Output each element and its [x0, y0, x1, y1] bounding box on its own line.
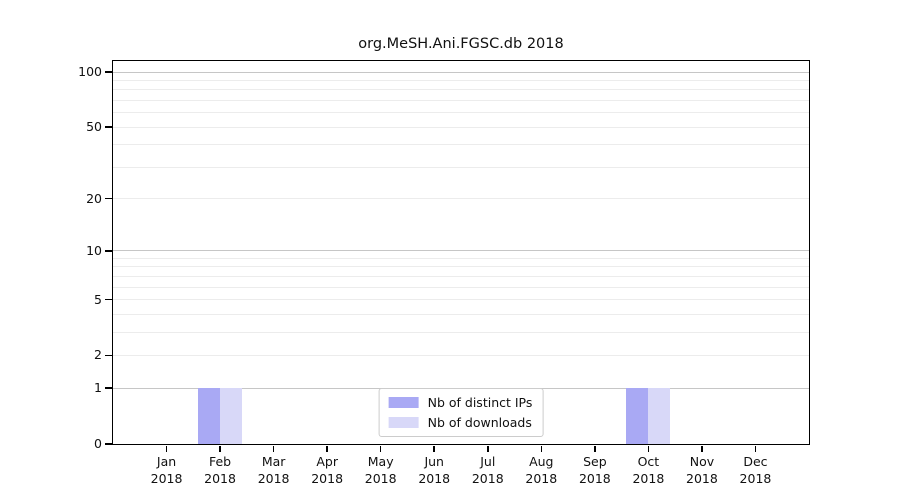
- x-axis-label: Aug 2018: [509, 454, 573, 487]
- minor-gridline: [113, 313, 809, 315]
- year-label: 2018: [632, 470, 665, 486]
- legend-swatch: [388, 417, 419, 428]
- year-label: 2018: [257, 470, 290, 486]
- year-label: 2018: [311, 470, 344, 486]
- year-label: 2018: [739, 470, 772, 486]
- x-axis-tick: [165, 445, 168, 452]
- y-axis-tick: [105, 387, 112, 389]
- month-label: Jul: [480, 454, 496, 469]
- month-label: Feb: [208, 454, 232, 469]
- x-axis-label: Jun 2018: [402, 454, 466, 487]
- x-axis-tick: [540, 445, 543, 452]
- year-label: 2018: [525, 470, 558, 486]
- y-axis-label: 0: [94, 436, 102, 451]
- minor-gridline: [113, 126, 809, 128]
- y-axis-tick: [105, 443, 112, 445]
- x-axis-tick: [754, 445, 757, 452]
- minor-gridline: [113, 99, 809, 101]
- y-axis-label: 20: [86, 190, 102, 206]
- minor-gridline: [113, 299, 809, 301]
- x-axis-label: Apr 2018: [295, 454, 359, 487]
- month-label: Mar: [261, 454, 286, 469]
- y-axis-tick: [105, 71, 112, 73]
- month-label: Jan: [156, 454, 177, 469]
- year-label: 2018: [686, 470, 718, 486]
- major-gridline: [113, 71, 809, 73]
- year-label: 2018: [204, 470, 236, 486]
- chart-legend: Nb of distinct IPs Nb of downloads: [378, 388, 544, 437]
- year-label: 2018: [471, 470, 504, 486]
- bar-downloads: [220, 388, 243, 444]
- x-axis-tick: [647, 445, 650, 452]
- year-label: 2018: [418, 470, 451, 486]
- x-axis-tick: [272, 445, 275, 452]
- x-axis-label: Jan 2018: [135, 454, 199, 487]
- year-label: 2018: [150, 470, 183, 486]
- minor-gridline: [113, 79, 809, 81]
- y-axis-tick: [105, 298, 112, 301]
- legend-swatch: [388, 397, 419, 408]
- x-axis-tick: [219, 445, 221, 452]
- minor-gridline: [113, 89, 809, 91]
- legend-label: Nb of distinct IPs: [427, 395, 533, 410]
- year-label: 2018: [578, 470, 611, 486]
- month-label: Aug: [529, 454, 554, 469]
- y-axis-tick: [105, 126, 112, 128]
- minor-gridline: [113, 166, 809, 168]
- minor-gridline: [113, 286, 809, 288]
- y-axis-tick: [105, 354, 112, 357]
- minor-gridline: [113, 112, 809, 114]
- month-label: Jun: [424, 454, 444, 469]
- y-axis-label: 10: [86, 242, 102, 258]
- x-axis-label: Oct 2018: [616, 454, 680, 487]
- x-axis-label: Mar 2018: [242, 454, 306, 487]
- minor-gridline: [113, 257, 809, 259]
- month-label: Nov: [689, 454, 715, 469]
- major-gridline: [113, 250, 809, 252]
- legend-label: Nb of downloads: [427, 415, 532, 430]
- month-label: Dec: [743, 454, 768, 469]
- minor-gridline: [113, 198, 809, 200]
- month-label: May: [367, 454, 394, 469]
- legend-item: Nb of downloads: [388, 415, 533, 430]
- y-axis-label: 2: [94, 347, 102, 363]
- x-axis-label: Nov 2018: [670, 454, 734, 487]
- x-axis-tick: [486, 445, 489, 452]
- x-axis-tick: [433, 445, 436, 452]
- minor-gridline: [113, 275, 809, 277]
- x-axis-label: May 2018: [349, 454, 413, 487]
- minor-gridline: [113, 144, 809, 146]
- y-axis-tick: [105, 249, 112, 252]
- bar-downloads: [648, 388, 671, 444]
- minor-gridline: [113, 354, 809, 356]
- bar-distinct-ips: [626, 388, 649, 444]
- chart-title: org.MeSH.Ani.FGSC.db 2018: [358, 36, 564, 52]
- x-axis-label: Jul 2018: [456, 454, 520, 487]
- y-axis-label: 1: [94, 380, 102, 396]
- legend-item: Nb of distinct IPs: [388, 395, 533, 410]
- y-axis-label: 5: [94, 291, 102, 307]
- y-axis-label: 50: [86, 119, 102, 135]
- x-axis-tick: [326, 445, 328, 452]
- minor-gridline: [113, 266, 809, 268]
- x-axis-tick: [594, 445, 596, 452]
- y-axis-label: 100: [78, 64, 102, 79]
- bar-distinct-ips: [198, 388, 221, 444]
- x-axis-label: Dec 2018: [723, 454, 787, 487]
- year-label: 2018: [364, 470, 397, 486]
- minor-gridline: [113, 331, 809, 333]
- y-axis-tick: [105, 197, 112, 200]
- month-label: Apr: [316, 454, 338, 469]
- x-axis-tick: [701, 445, 703, 452]
- x-axis-label: Sep 2018: [563, 454, 627, 487]
- plot-area: Nb of distinct IPs Nb of downloads 0 1 2 5 10…: [78, 60, 810, 486]
- month-label: Oct: [637, 454, 660, 469]
- x-axis-tick: [379, 445, 382, 452]
- x-axis-label: Feb 2018: [188, 454, 252, 487]
- month-label: Sep: [583, 454, 607, 469]
